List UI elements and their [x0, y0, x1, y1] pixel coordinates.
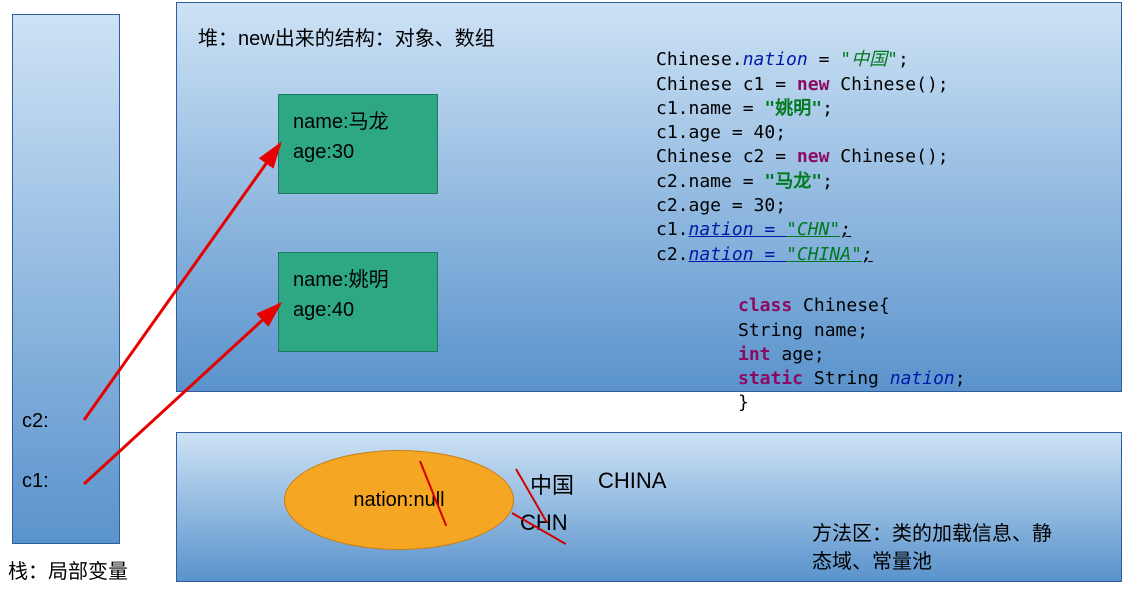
nation-ellipse: nation:null — [284, 450, 514, 550]
stack-region — [12, 14, 120, 544]
class-def-block: class Chinese{ String name; int age; sta… — [738, 270, 966, 416]
stack-caption: 栈：局部变量 — [8, 555, 128, 584]
obj1-age-line: age:30 — [293, 137, 423, 167]
stack-var-c2: c2: — [22, 410, 49, 433]
nation-value-zh: 中国 — [530, 468, 574, 500]
method-area-caption: 方法区：类的加载信息、静 态域、常量池 — [812, 520, 1052, 576]
obj1-name-line: name:马龙 — [293, 107, 423, 137]
stack-var-c1: c1: — [22, 470, 49, 493]
nation-value-china: CHINA — [598, 468, 666, 494]
method-area-caption-l2: 态域、常量池 — [812, 548, 1052, 576]
heap-object-2: name:姚明 age:40 — [278, 252, 438, 352]
method-area-caption-l1: 方法区：类的加载信息、静 — [812, 520, 1052, 548]
heap-object-1: name:马龙 age:30 — [278, 94, 438, 194]
code-block: Chinese.nation = "中国"; Chinese c1 = new … — [656, 24, 949, 267]
obj2-age-line: age:40 — [293, 295, 423, 325]
heap-title: 堆：new出来的结构：对象、数组 — [198, 22, 495, 51]
obj2-name-line: name:姚明 — [293, 265, 423, 295]
